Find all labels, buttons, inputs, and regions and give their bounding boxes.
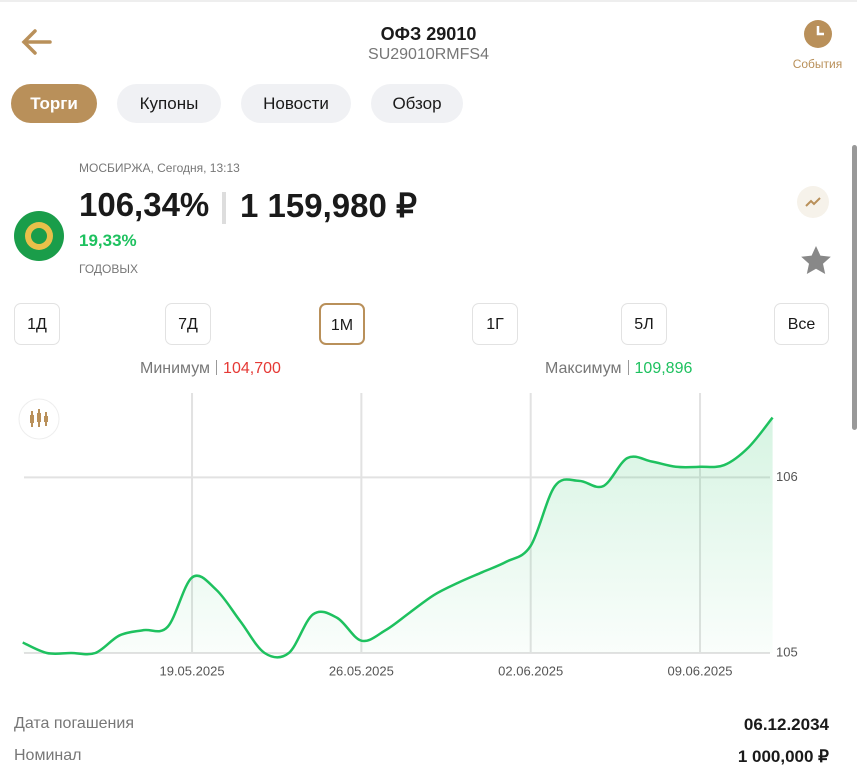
yield-label: ГОДОВЫХ bbox=[79, 262, 138, 276]
max-value: 109,896 bbox=[634, 360, 693, 377]
tab[interactable]: Торги bbox=[11, 84, 97, 123]
events-label[interactable]: События bbox=[792, 57, 843, 71]
price: 106,34% bbox=[79, 186, 210, 223]
exchange: МОСБИРЖА, Сегодня, 13:13 bbox=[79, 161, 240, 175]
period-button[interactable]: Все bbox=[774, 303, 829, 345]
period-button[interactable]: 1Д bbox=[14, 303, 60, 345]
max-label: Максимум bbox=[545, 360, 622, 377]
y-tick-label: 105 bbox=[776, 644, 798, 659]
top-border bbox=[0, 0, 857, 2]
detail-value: 1 000,000 ₽ bbox=[737, 747, 829, 766]
scrollbar bbox=[852, 145, 857, 430]
tab[interactable]: Купоны bbox=[117, 84, 221, 123]
issuer-logo bbox=[14, 211, 64, 261]
x-tick-label: 19.05.2025 bbox=[159, 663, 224, 678]
period-button[interactable]: 1Г bbox=[472, 303, 518, 345]
amount: 1 159,980 ₽ bbox=[240, 187, 417, 224]
detail-label: Дата погашения bbox=[14, 715, 134, 732]
line bbox=[22, 416, 774, 659]
y-tick-label: 106 bbox=[776, 469, 798, 484]
tab[interactable]: Новости bbox=[241, 84, 351, 123]
chart-type-icon[interactable] bbox=[797, 186, 829, 218]
x-tick-label: 26.05.2025 bbox=[329, 663, 394, 678]
min-value: 104,700 bbox=[223, 360, 281, 377]
period-button[interactable]: 5Л bbox=[621, 303, 667, 345]
detail-label: Номинал bbox=[14, 747, 82, 764]
min-range: Минимум 104,700 bbox=[140, 360, 281, 378]
min-label: Минимум bbox=[140, 360, 211, 377]
area bbox=[22, 417, 773, 658]
events-icon[interactable] bbox=[803, 19, 833, 49]
detail-value: 06.12.2034 bbox=[743, 715, 829, 734]
chart: 105 106 19.05.2025 26.05.2025 02.06.2025 09.0… bbox=[22, 393, 798, 678]
title: ОФЗ 29010 bbox=[380, 24, 477, 44]
period-button[interactable]: 1М bbox=[319, 303, 365, 345]
back-button[interactable] bbox=[20, 28, 52, 56]
subtitle: SU29010RMFS4 bbox=[368, 46, 489, 63]
favorite-icon[interactable] bbox=[799, 244, 833, 278]
tab[interactable]: Обзор bbox=[371, 84, 463, 123]
x-tick-label: 02.06.2025 bbox=[498, 663, 563, 678]
period-button[interactable]: 7Д bbox=[165, 303, 211, 345]
separator bbox=[222, 192, 226, 224]
yield: 19,33% bbox=[79, 231, 137, 250]
max-range: Максимум 109,896 bbox=[545, 360, 692, 378]
x-tick-label: 09.06.2025 bbox=[667, 663, 732, 678]
candles-toggle[interactable] bbox=[18, 398, 60, 440]
